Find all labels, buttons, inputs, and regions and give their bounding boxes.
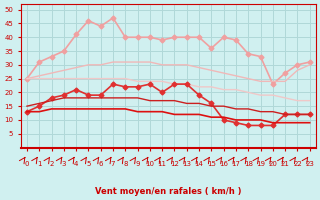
X-axis label: Vent moyen/en rafales ( km/h ): Vent moyen/en rafales ( km/h )	[95, 187, 242, 196]
